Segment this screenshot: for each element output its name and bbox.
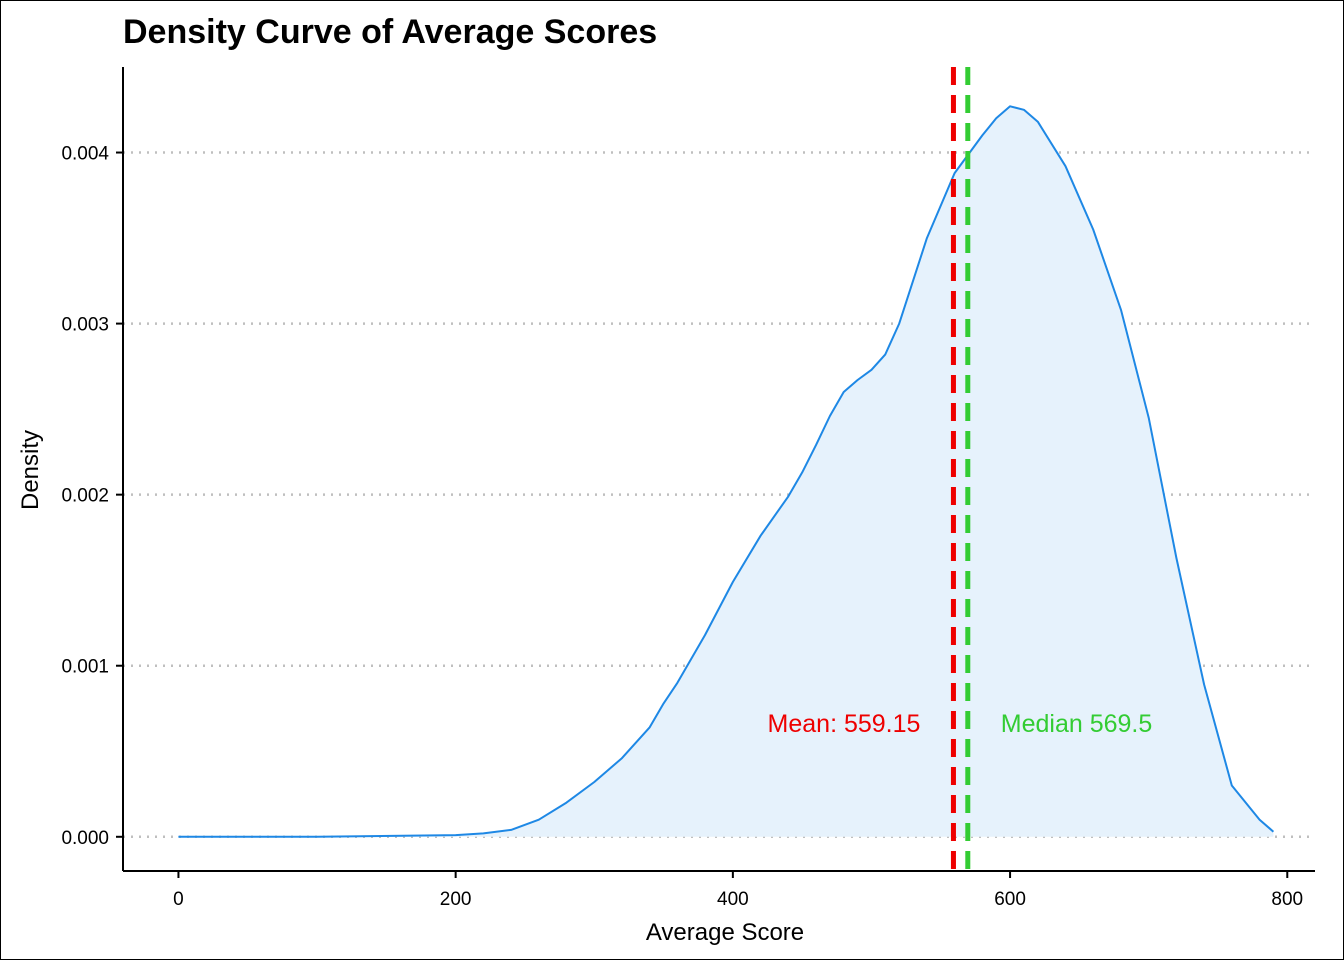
x-tick-label: 800 [1271,889,1303,910]
median-label: Median 569.5 [1001,710,1153,738]
density-fill [178,106,1274,837]
y-tick-label: 0.004 [61,144,109,165]
axes-layer: 0 200 400 600 800 0.000 0.001 0.002 0.003 0.004 [61,67,1315,910]
y-tick-label: 0.000 [61,828,109,849]
y-tick-label: 0.003 [61,315,109,336]
x-tick-label: 600 [994,889,1026,910]
x-tick-label: 0 [173,889,184,910]
y-tick-label: 0.002 [61,486,109,507]
mean-label: Mean: 559.15 [768,710,921,738]
chart-title: Density Curve of Average Scores [123,13,657,51]
density-line [178,105,1275,838]
y-axis-title: Density [17,430,44,510]
density-area-layer [178,105,1275,838]
reference-lines-layer: Mean: 559.15 Median 569.5 [768,67,1153,871]
y-tick-label: 0.001 [61,657,109,678]
x-axis-title: Average Score [646,919,804,946]
x-tick-label: 200 [440,889,472,910]
x-tick-label: 400 [717,889,749,910]
